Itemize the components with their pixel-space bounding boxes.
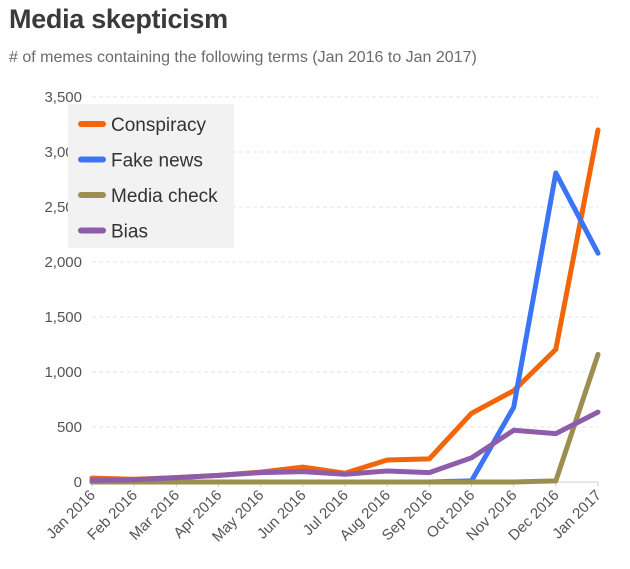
chart-title: Media skepticism	[9, 4, 228, 34]
y-tick-label: 2,000	[44, 254, 82, 271]
legend-label-media-check: Media check	[111, 186, 218, 207]
series-lines	[89, 127, 601, 485]
legend-label-conspiracy: Conspiracy	[111, 115, 207, 136]
chart-subtitle: # of memes containing the following term…	[9, 49, 477, 66]
y-tick-label: 500	[57, 419, 82, 436]
y-tick-label: 3,500	[44, 89, 82, 106]
legend-label-bias: Bias	[111, 222, 148, 243]
y-tick-label: 0	[74, 474, 82, 491]
y-tick-label: 1,500	[44, 309, 82, 326]
legend-label-fake-news: Fake news	[111, 151, 203, 172]
series-line-bias	[89, 409, 601, 483]
legend: Conspiracy Fake news Media check Bias	[68, 104, 234, 248]
series-line-media-check	[89, 351, 601, 485]
legend-box	[68, 104, 234, 248]
y-tick-label: 1,000	[44, 364, 82, 381]
